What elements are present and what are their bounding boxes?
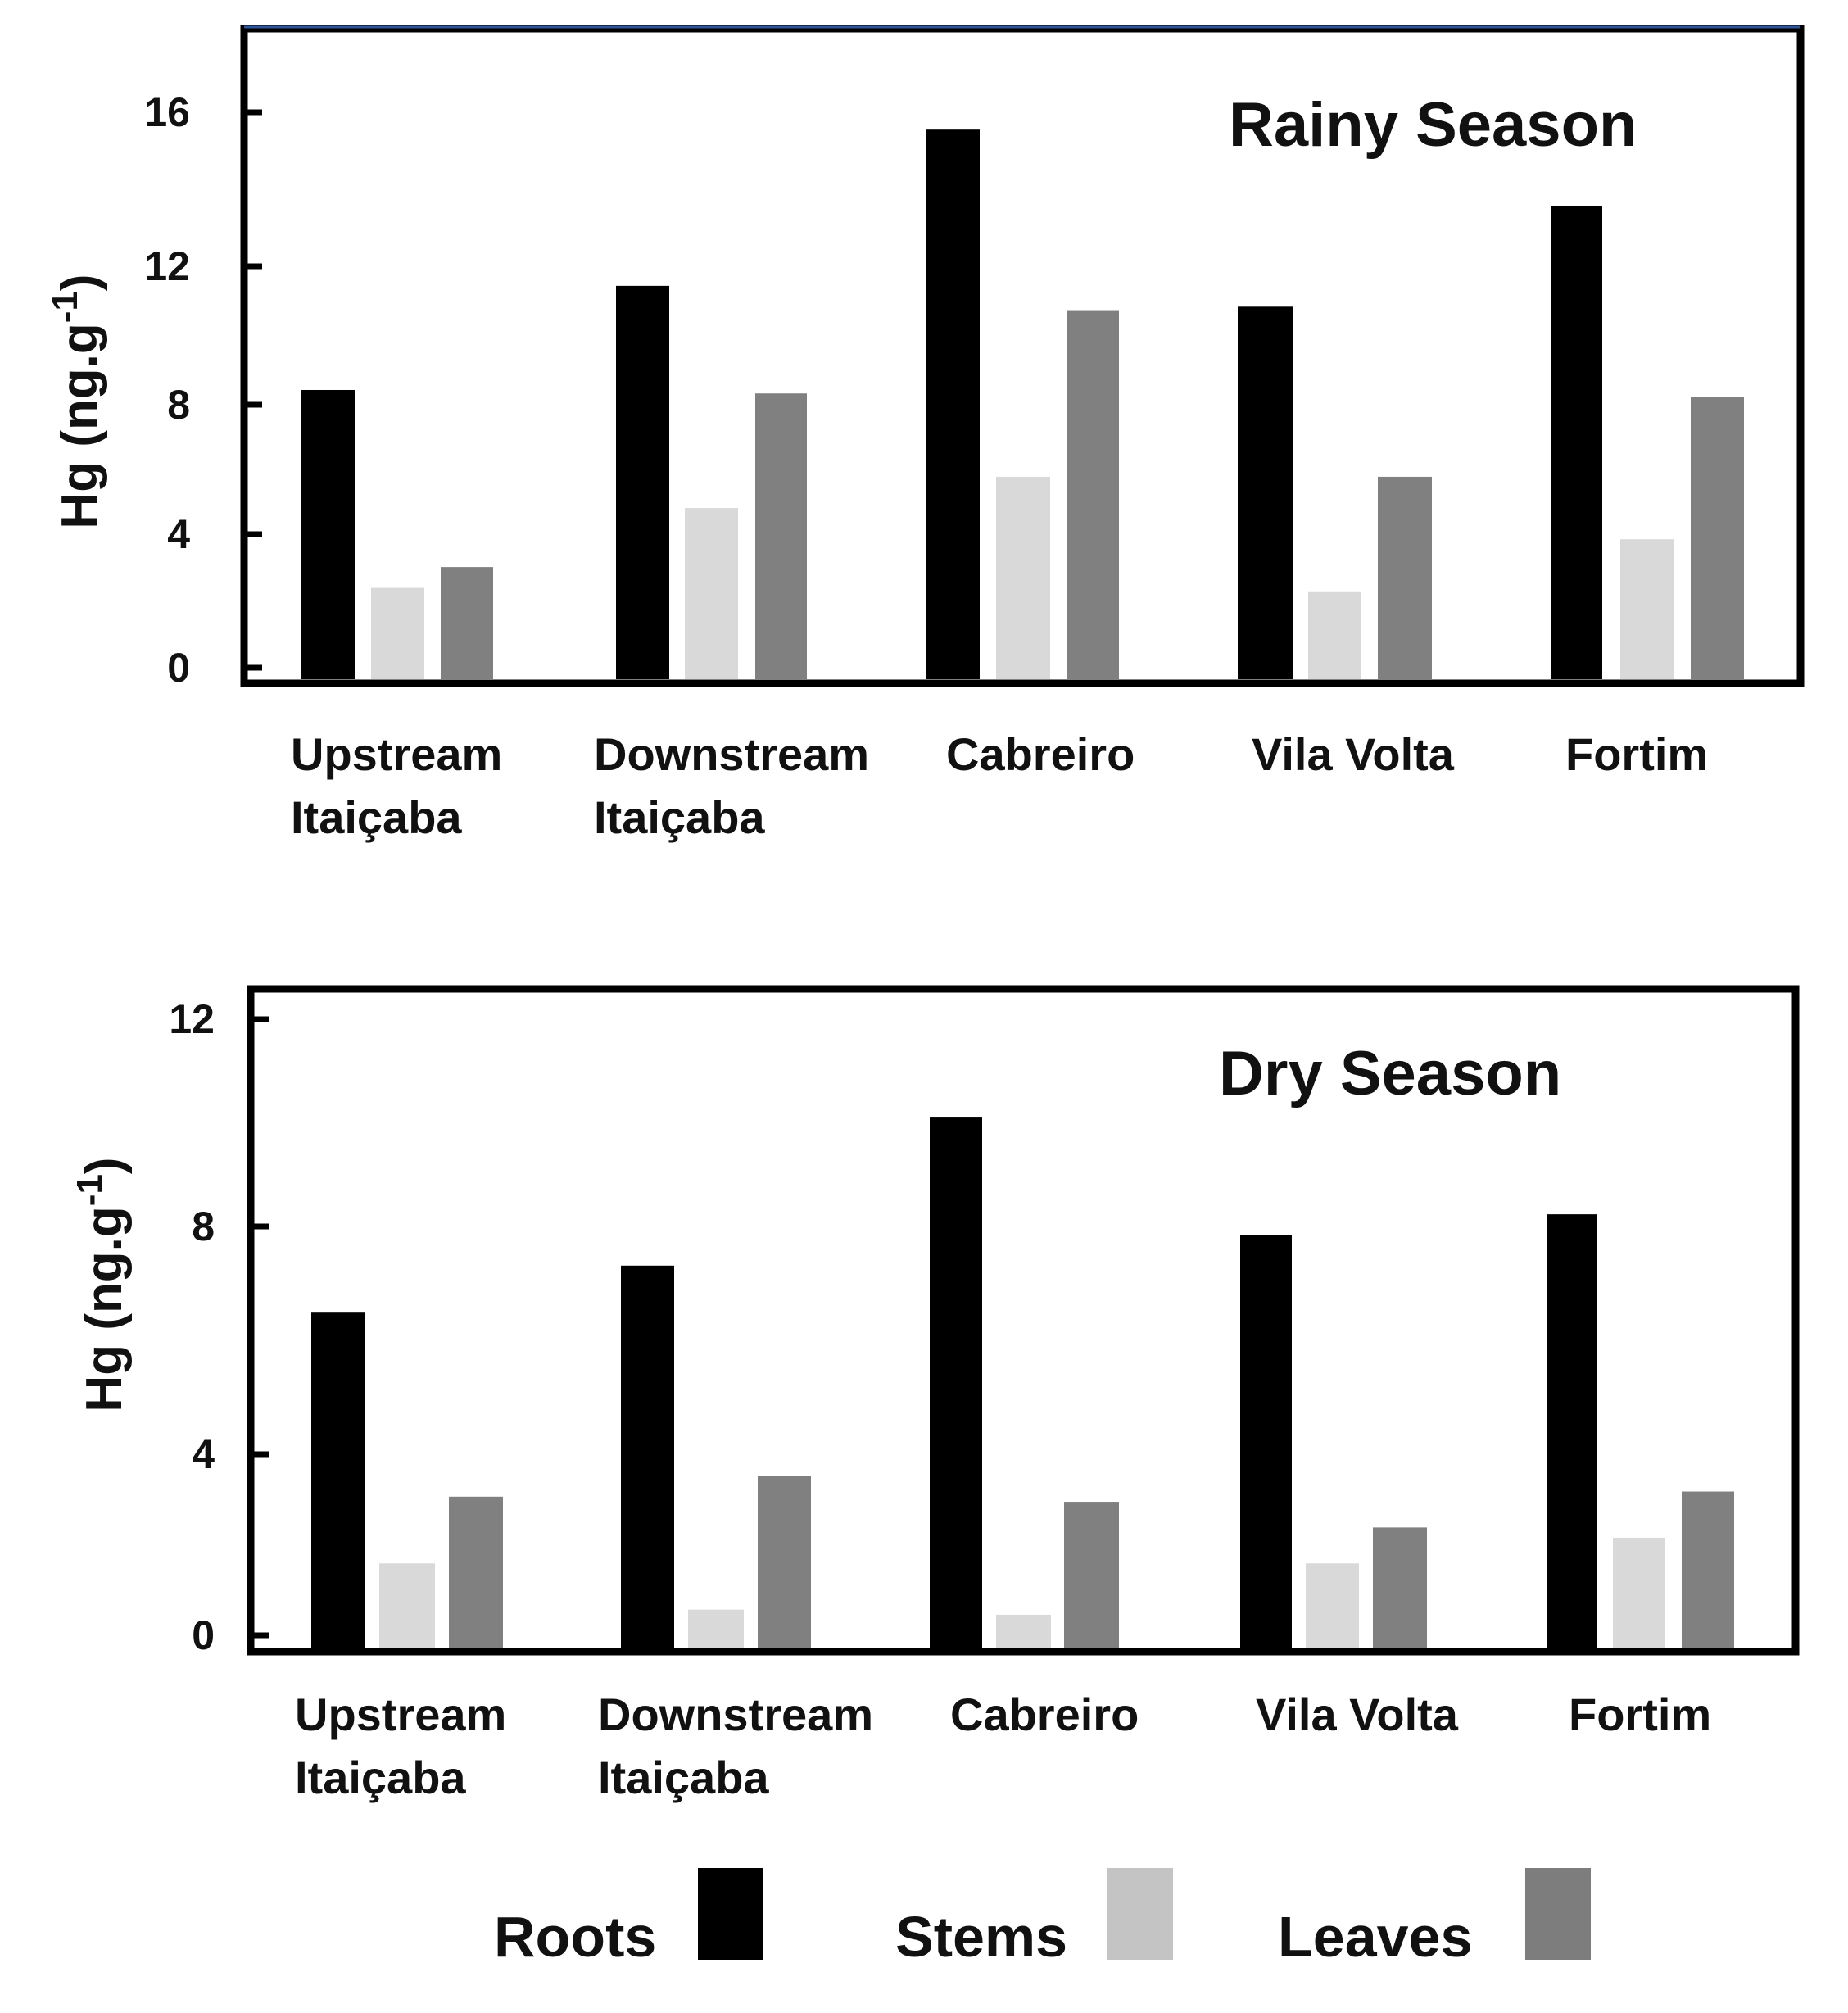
legend: Roots Stems Leaves: [494, 1868, 1591, 1969]
dry-season-panel: 0 4 8 12 Hg (ng.g-1) Dry Season Upstream Itaiça…: [70, 985, 1800, 1803]
dry-plot-frame: [247, 985, 1800, 1656]
rainy-category-label-downstream-itai-aba-line2: Itaiçaba: [594, 791, 765, 843]
dry-bar-leaves-downstream-itai-aba: [758, 1476, 811, 1648]
dry-bar-stems-downstream-itai-aba: [688, 1609, 744, 1648]
dry-ytick-label-4: 4: [192, 1431, 215, 1477]
dry-bar-stems-fortim: [1613, 1537, 1665, 1648]
rainy-bar-stems-upstream-itai-aba: [371, 587, 424, 679]
rainy-bar-stems-vila-volta: [1308, 591, 1361, 679]
legend-swatch-roots: [698, 1868, 763, 1960]
rainy-season-panel: 0 4 8 12 16 Hg (ng.g-1) Rainy Season Upstream It…: [45, 25, 1805, 843]
rainy-bar-stems-cabreiro: [996, 476, 1050, 679]
dry-panel-title: Dry Season: [1219, 1039, 1561, 1109]
legend-label-stems: Stems: [895, 1905, 1067, 1969]
rainy-ytick-label-12: 12: [144, 243, 190, 289]
rainy-category-label-vila-volta: Vila Volta: [1252, 728, 1455, 780]
legend-swatch-leaves: [1525, 1868, 1591, 1960]
dry-bar-roots-upstream-itai-aba: [311, 1312, 365, 1648]
rainy-bar-stems-fortim: [1620, 539, 1674, 679]
dry-bar-leaves-vila-volta: [1373, 1527, 1427, 1648]
rainy-category-label-upstream-itai-aba-line2: Itaiçaba: [291, 791, 462, 843]
rainy-y-axis-title: Hg (ng.g-1): [45, 274, 108, 528]
dry-bar-roots-fortim: [1547, 1214, 1597, 1648]
rainy-bar-leaves-vila-volta: [1378, 476, 1432, 679]
legend-label-leaves: Leaves: [1278, 1905, 1472, 1969]
rainy-category-label-downstream-itai-aba: Downstream: [594, 728, 869, 780]
rainy-ytick-label-4: 4: [167, 511, 190, 557]
legend-swatch-stems: [1107, 1868, 1173, 1960]
dry-bar-leaves-fortim: [1682, 1491, 1734, 1648]
dry-category-label-upstream-itai-aba: Upstream: [295, 1689, 506, 1740]
rainy-bar-leaves-fortim: [1691, 397, 1744, 679]
rainy-bar-roots-cabreiro: [926, 129, 980, 679]
dry-bar-leaves-cabreiro: [1064, 1502, 1119, 1648]
dry-bar-roots-vila-volta: [1240, 1235, 1292, 1648]
dry-y-axis-title: Hg (ng.g-1): [70, 1157, 133, 1412]
dry-bar-stems-upstream-itai-aba: [379, 1563, 435, 1648]
rainy-panel-title: Rainy Season: [1229, 90, 1637, 160]
dry-bar-leaves-upstream-itai-aba: [449, 1496, 503, 1648]
rainy-bar-roots-fortim: [1551, 206, 1602, 680]
rainy-plot-frame: [240, 25, 1805, 687]
rainy-bar-leaves-upstream-itai-aba: [441, 567, 493, 679]
dry-ytick-label-12: 12: [169, 996, 215, 1042]
rainy-bar-leaves-cabreiro: [1067, 310, 1119, 679]
rainy-bar-stems-downstream-itai-aba: [685, 508, 738, 679]
rainy-ytick-label-8: 8: [167, 382, 190, 428]
dry-ytick-label-8: 8: [192, 1204, 215, 1249]
dry-category-label-downstream-itai-aba: Downstream: [598, 1689, 873, 1740]
dry-category-label-cabreiro: Cabreiro: [950, 1689, 1139, 1740]
dry-category-label-vila-volta: Vila Volta: [1256, 1689, 1459, 1740]
dry-ytick-label-0: 0: [192, 1612, 215, 1658]
rainy-bar-roots-vila-volta: [1238, 306, 1293, 679]
dry-bar-roots-cabreiro: [930, 1117, 982, 1648]
dry-category-label-fortim: Fortim: [1569, 1689, 1711, 1740]
dry-bar-stems-vila-volta: [1306, 1563, 1359, 1648]
dry-category-label-upstream-itai-aba-line2: Itaiçaba: [295, 1752, 466, 1803]
rainy-bar-leaves-downstream-itai-aba: [755, 393, 807, 679]
dry-bar-roots-downstream-itai-aba: [621, 1265, 674, 1648]
legend-label-roots: Roots: [494, 1905, 656, 1969]
rainy-bar-roots-upstream-itai-aba: [301, 390, 355, 679]
rainy-ytick-label-0: 0: [167, 645, 190, 691]
dry-bar-stems-cabreiro: [996, 1614, 1051, 1648]
rainy-category-label-cabreiro: Cabreiro: [946, 728, 1135, 780]
rainy-bar-roots-downstream-itai-aba: [616, 285, 669, 679]
dry-category-label-downstream-itai-aba-line2: Itaiçaba: [598, 1752, 769, 1803]
rainy-category-label-fortim: Fortim: [1565, 728, 1708, 780]
rainy-ytick-label-16: 16: [144, 89, 190, 135]
rainy-category-label-upstream-itai-aba: Upstream: [291, 728, 502, 780]
